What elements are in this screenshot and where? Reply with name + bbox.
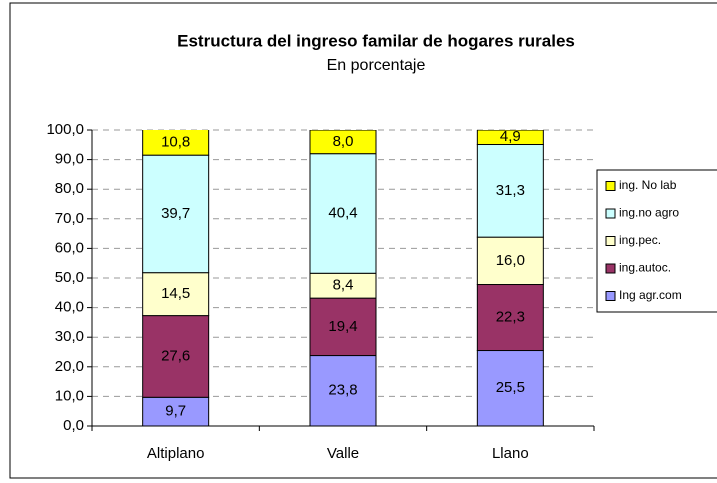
bar-segment: [476, 350, 544, 426]
y-tick-label: 70,0: [55, 210, 84, 227]
bar-segment: [309, 355, 377, 426]
y-tick-label: 60,0: [55, 239, 84, 256]
y-tick-label: 40,0: [55, 299, 84, 316]
data-label: 25,5: [496, 379, 525, 396]
y-tick-label: 0,0: [63, 417, 84, 434]
x-tick-label: Valle: [327, 445, 359, 462]
data-label: 10,8: [161, 134, 190, 151]
data-label: 27,6: [161, 347, 190, 364]
legend-label: ing. No lab: [619, 178, 677, 192]
bar-segment: [142, 315, 210, 398]
y-tick-label: 80,0: [55, 180, 84, 197]
data-label: 40,4: [328, 204, 357, 221]
data-label: 14,5: [161, 285, 190, 302]
bar-segment: [476, 130, 544, 146]
legend-swatch: [605, 236, 616, 246]
y-tick-label: 100,0: [46, 121, 84, 138]
data-label: 22,3: [496, 308, 525, 325]
data-label: 39,7: [161, 205, 190, 222]
data-label: 16,0: [496, 252, 525, 269]
bar-segment: [476, 236, 544, 286]
data-label: 31,3: [496, 182, 525, 199]
foreground: 0,0 10,0 20,0 30,0 40,0 50,0 60,0 70,0 80,0 90,0 1…: [46, 121, 595, 462]
legend-box: [596, 169, 717, 313]
y-tick-label: 50,0: [55, 269, 84, 286]
bar-segment: [142, 130, 210, 156]
data-label: 4,9: [500, 128, 521, 145]
legend: ing. No lab ing.no agro ing.pec. ing.autoc.…: [605, 178, 682, 302]
y-tick-label: 10,0: [55, 387, 84, 404]
legend-swatch: [605, 291, 616, 301]
bars: [142, 130, 544, 426]
y-tick-label: 20,0: [55, 358, 84, 375]
bar-segment: [476, 284, 544, 352]
legend-label: ing.pec.: [619, 233, 661, 247]
chart-title: Estructura del ingreso familar de hogare…: [177, 31, 575, 50]
bar-segment: [142, 154, 210, 274]
legend-swatch: [605, 181, 616, 191]
x-tick-label: Llano: [492, 445, 529, 462]
data-label: 8,0: [333, 133, 354, 150]
bar-segment: [142, 272, 210, 317]
bar-segment: [309, 130, 377, 155]
legend-swatch: [605, 263, 616, 274]
bar-segment: [476, 144, 544, 238]
data-label: 19,4: [328, 318, 357, 335]
legend-label: Ing agr.com: [619, 288, 682, 302]
legend-label: ing.no agro: [619, 206, 679, 220]
legend-label: ing.autoc.: [619, 261, 671, 275]
bar-segment: [309, 153, 377, 274]
legend-swatch: [605, 208, 616, 219]
data-label: 9,7: [165, 403, 186, 420]
y-tick-label: 30,0: [55, 328, 84, 345]
data-label: 23,8: [328, 382, 357, 399]
data-label: 8,4: [333, 277, 354, 294]
y-tick-label: 90,0: [55, 151, 84, 168]
chart-subtitle: En porcentaje: [327, 57, 426, 74]
x-tick-label: Altiplano: [147, 445, 205, 462]
